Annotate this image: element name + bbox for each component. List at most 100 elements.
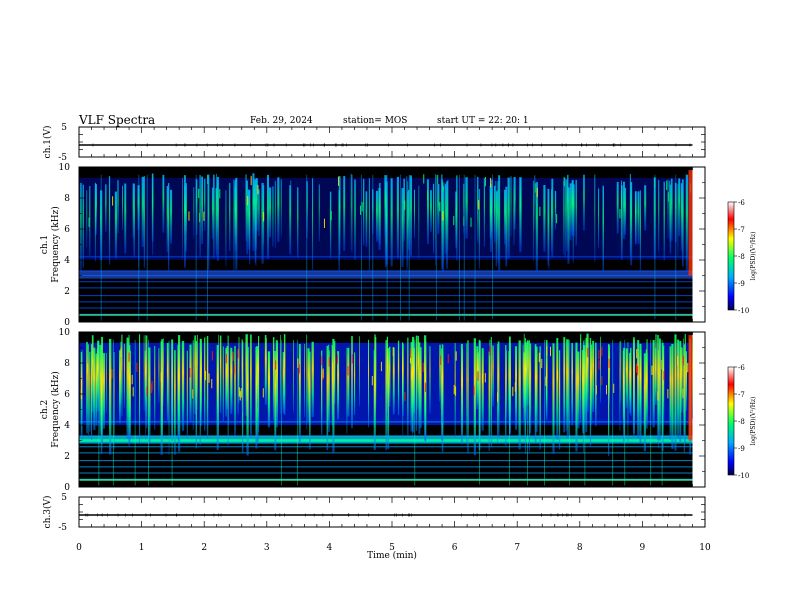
ch1-spectrogram-sferic <box>181 177 183 260</box>
ch2-spectrogram-sferic <box>585 337 588 433</box>
ch1-spectrogram-sferic <box>379 182 381 245</box>
ch1-spectrogram-sferic <box>365 191 368 247</box>
ch1-spectrogram-sferic <box>363 178 365 246</box>
ch2-spectrogram-sferic <box>196 334 198 410</box>
x-tick-label: 4 <box>327 543 333 553</box>
ch2-spectrogram-intense-burst <box>238 387 240 397</box>
ch2-spectrogram-sferic <box>160 341 163 456</box>
ch1-spectrogram-ytick-label: 2 <box>64 287 70 297</box>
ch2-spectrogram-intense-burst <box>497 392 499 402</box>
chart-title: VLF Spectra <box>79 113 156 127</box>
ch1-spectrogram-sferic <box>290 180 292 256</box>
ch2-spectrogram-intense-burst <box>482 374 484 384</box>
ch2-spectrogram-sferic <box>195 340 198 449</box>
ch2-spectrogram-intense-burst <box>538 352 540 362</box>
ch2-spectrogram-intense-burst <box>239 391 241 401</box>
ch2-spectrogram-intense-burst <box>657 391 659 401</box>
ch2-spectrogram-sferic <box>518 340 521 450</box>
ch2-spectrogram-sferic <box>420 347 422 428</box>
ch1-spectrogram-sferic <box>427 179 429 245</box>
ch1-spectrogram-sferic <box>477 176 479 243</box>
ch2-spectrogram-sferic <box>200 338 202 426</box>
ch2-spectrogram-sferic <box>241 339 243 412</box>
ch2-spectrogram-intense-burst <box>453 384 455 395</box>
ch1-spectrogram-sferic <box>407 189 410 250</box>
ch2-spectrogram-intense-burst <box>211 378 213 389</box>
ch1-spectrogram-sferic <box>329 191 332 259</box>
ch2-spectrogram-intense-burst <box>189 368 191 378</box>
ch2-spectrogram-intense-burst <box>424 382 426 392</box>
ch2-spectrogram-sferic <box>397 340 400 416</box>
ch1-spectrogram-sferic <box>623 181 625 239</box>
ch1-spectrogram-sferic <box>554 190 557 230</box>
ch1-spectrogram-intense-burst <box>203 211 205 221</box>
ch2-spectrogram-sferic <box>166 342 169 421</box>
ch2-spectrogram-sferic <box>633 337 635 437</box>
ch2-spectrogram-intense-burst <box>332 362 334 372</box>
ch1-spectrogram-sferic <box>456 175 458 261</box>
ch1-spectrogram-sferic <box>114 191 118 259</box>
ch1-spectrogram-sferic <box>204 178 206 231</box>
station-label: station= MOS <box>343 116 408 126</box>
ch2-spectrogram-sferic <box>467 340 469 454</box>
ch1-spectrogram-sferic <box>318 184 320 242</box>
ch1-spectrogram-sferic <box>658 179 660 252</box>
ch2-spectrogram-intense-burst <box>262 388 264 398</box>
ch1-spectrogram-sferic <box>162 174 165 233</box>
ch1-spectrogram-intense-burst <box>188 211 190 221</box>
ch1-spectrogram-sferic <box>258 189 260 236</box>
ch1-spectrogram-sferic <box>444 183 446 255</box>
ch1-spectrogram-ytick-label: 6 <box>64 225 70 235</box>
x-tick-label: 9 <box>640 543 646 553</box>
ch1-spectrogram-sferic <box>216 173 217 242</box>
ch2-spectrogram-sferic <box>102 353 105 429</box>
ch2-spectrogram-sferic <box>523 333 525 436</box>
ch2-spectrogram-intense-burst <box>81 382 83 392</box>
x-tick-label: 6 <box>452 543 458 553</box>
ch2-spectrogram-sferic <box>87 344 89 437</box>
x-tick-label: 3 <box>264 543 270 553</box>
ch2-spectrogram-sferic <box>662 345 665 420</box>
ch1-spectrogram-sferic <box>533 180 535 262</box>
ch2-spectrogram-sferic <box>282 352 285 414</box>
ch1-spectrogram-sferic <box>418 185 420 259</box>
ch2-spectrogram-intense-burst <box>321 355 323 366</box>
ch1-spectrogram-sferic <box>225 190 227 267</box>
ch2-spectrogram-sferic <box>535 346 538 432</box>
ch2-spectrogram-sferic <box>332 338 335 453</box>
ch2-spectrogram-sferic <box>99 344 102 435</box>
ch2-spectrogram-sferic <box>589 338 592 446</box>
ch2-spectrogram-sferic <box>311 341 314 417</box>
ch3-voltage-panel: 5 -5 ch.3(V) <box>42 493 706 533</box>
ch2-spectrogram-intense-burst <box>298 364 300 374</box>
ch2-spectrogram-sferic <box>481 348 484 431</box>
ch2-spectrogram-sferic <box>237 350 239 415</box>
ch1-spectrogram-sferic <box>669 180 671 242</box>
ch1-spectrogram-sferic <box>94 184 97 236</box>
ch2-spectrogram-sferic <box>684 333 686 444</box>
ch1-spectrogram-sferic <box>132 183 134 238</box>
ch1-spectrogram-intense-burst <box>247 196 249 206</box>
ch2-spectrogram-sferic <box>490 336 492 448</box>
ch2-spectrogram-sferic <box>359 336 360 407</box>
ch1-spectrogram-intense-burst <box>323 218 325 229</box>
ch2-spectrogram-sferic <box>407 337 409 436</box>
ch1-spectrogram-sferic <box>213 174 215 259</box>
colorbar-tick-label: -8 <box>738 418 745 426</box>
ch2-spectrogram-sferic <box>566 339 567 431</box>
ch2-spectrogram-sferic <box>410 342 413 432</box>
ch2-spectrogram-sferic <box>216 352 219 430</box>
ch2-spectrogram-sferic <box>385 339 387 451</box>
ch1-spectrogram-intense-burst <box>442 211 444 221</box>
ch1-voltage-ytick-label: 5 <box>61 123 67 133</box>
colorbar-label: log(PSD)(V²/Hz) <box>750 397 757 446</box>
ch2-spectrogram-sferic <box>186 350 188 439</box>
ch2-spectrogram-sferic <box>95 353 98 426</box>
ch2-spectrogram-sferic <box>556 338 559 440</box>
ch2-spectrogram-intense-burst <box>297 358 299 368</box>
ch2-spectrogram-sferic <box>488 351 490 452</box>
ch2-spectrogram-sferic <box>158 348 160 404</box>
ch2-spectrogram-sferic <box>337 351 340 420</box>
ch1-spectrogram-sferic <box>621 180 622 232</box>
ch2-spectrogram-intense-burst <box>557 370 559 381</box>
